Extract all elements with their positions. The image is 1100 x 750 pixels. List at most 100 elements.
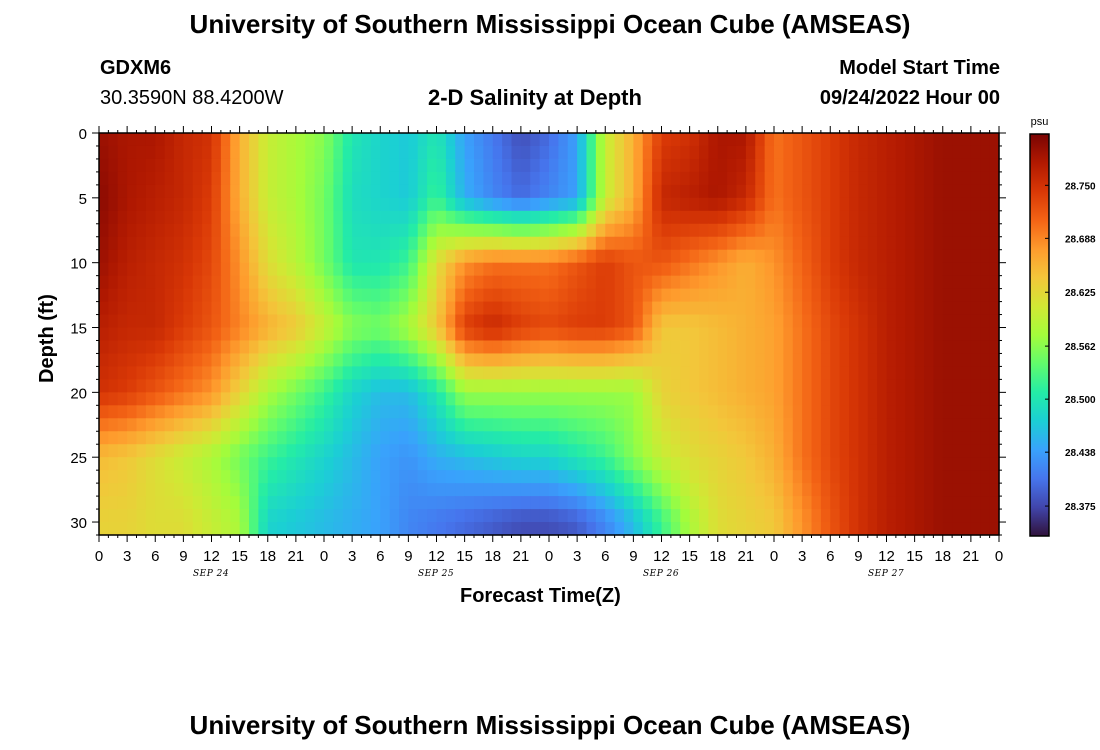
heatmap-cell bbox=[802, 353, 813, 368]
heatmap-cell bbox=[127, 249, 138, 264]
heatmap-cell bbox=[361, 184, 372, 199]
heatmap-cell bbox=[802, 249, 813, 264]
heatmap-cell bbox=[342, 145, 353, 160]
heatmap-cell bbox=[699, 418, 709, 432]
heatmap-cell bbox=[492, 249, 503, 264]
heatmap-cell bbox=[849, 275, 859, 290]
colorbar-tick-label: 28.625 bbox=[1065, 288, 1096, 299]
heatmap-cell bbox=[99, 522, 109, 536]
heatmap-cell bbox=[708, 366, 719, 380]
heatmap-cell bbox=[727, 353, 738, 368]
heatmap-cell bbox=[117, 210, 128, 225]
heatmap-cell bbox=[605, 444, 616, 458]
heatmap-cell bbox=[567, 288, 578, 303]
heatmap-cell bbox=[136, 210, 147, 225]
heatmap-cell bbox=[905, 171, 916, 186]
heatmap-cell bbox=[558, 262, 569, 277]
heatmap-cell bbox=[727, 145, 738, 160]
heatmap-cell bbox=[502, 314, 513, 329]
heatmap-cell bbox=[99, 470, 109, 484]
heatmap-cell bbox=[961, 392, 972, 406]
heatmap-cell bbox=[886, 405, 897, 419]
heatmap-cell bbox=[145, 431, 156, 445]
heatmap-cell bbox=[305, 249, 316, 264]
heatmap-cell bbox=[811, 405, 822, 419]
heatmap-cell bbox=[755, 236, 766, 251]
heatmap-cell bbox=[183, 184, 194, 199]
heatmap-cell bbox=[164, 236, 175, 251]
heatmap-cell bbox=[324, 405, 334, 419]
heatmap-cell bbox=[192, 366, 203, 380]
heatmap-cell bbox=[202, 171, 213, 186]
heatmap-cell bbox=[267, 262, 278, 277]
heatmap-cell bbox=[502, 223, 513, 238]
heatmap-cell bbox=[108, 314, 119, 329]
heatmap-cell bbox=[183, 405, 194, 419]
heatmap-cell bbox=[436, 431, 447, 445]
heatmap-cell bbox=[689, 522, 700, 536]
heatmap-cell bbox=[99, 288, 109, 303]
heatmap-cell bbox=[436, 483, 447, 497]
heatmap-cell bbox=[642, 210, 653, 225]
heatmap-cell bbox=[286, 392, 297, 406]
heatmap-cell bbox=[989, 223, 1000, 238]
heatmap-cell bbox=[483, 444, 494, 458]
heatmap-cell bbox=[783, 275, 794, 290]
heatmap-cell bbox=[427, 509, 438, 523]
heatmap-cell bbox=[474, 496, 484, 510]
heatmap-cell bbox=[539, 158, 550, 173]
heatmap-cell bbox=[155, 210, 166, 225]
heatmap-cell bbox=[614, 314, 625, 329]
heatmap-cell bbox=[530, 171, 541, 186]
heatmap-cell bbox=[895, 509, 906, 523]
heatmap-cell bbox=[436, 392, 447, 406]
heatmap-cell bbox=[492, 457, 503, 471]
heatmap-cell bbox=[605, 236, 616, 251]
heatmap-cell bbox=[633, 275, 644, 290]
heatmap-cell bbox=[895, 158, 906, 173]
heatmap-cell bbox=[361, 197, 372, 212]
heatmap-cell bbox=[717, 171, 728, 186]
heatmap-cell bbox=[192, 405, 203, 419]
heatmap-cell bbox=[286, 418, 297, 432]
heatmap-cell bbox=[811, 223, 822, 238]
heatmap-cell bbox=[380, 262, 391, 277]
heatmap-cell bbox=[624, 379, 634, 393]
heatmap-cell bbox=[464, 509, 475, 523]
heatmap-cell bbox=[755, 353, 766, 368]
heatmap-cell bbox=[670, 470, 681, 484]
heatmap-cell bbox=[333, 249, 344, 264]
heatmap-cell bbox=[708, 288, 719, 303]
heatmap-cell bbox=[145, 327, 156, 342]
heatmap-cell bbox=[474, 158, 484, 173]
colorbar bbox=[1029, 133, 1050, 537]
heatmap-cell bbox=[755, 509, 766, 523]
heatmap-cell bbox=[970, 444, 981, 458]
heatmap-cell bbox=[492, 314, 503, 329]
heatmap-cell bbox=[286, 288, 297, 303]
heatmap-cell bbox=[155, 483, 166, 497]
heatmap-cell bbox=[361, 405, 372, 419]
heatmap-cell bbox=[136, 223, 147, 238]
heatmap-cell bbox=[614, 133, 625, 147]
heatmap-cell bbox=[989, 184, 1000, 199]
heatmap-cell bbox=[127, 353, 138, 368]
heatmap-cell bbox=[145, 158, 156, 173]
heatmap-cell bbox=[520, 133, 531, 147]
heatmap-cell bbox=[858, 133, 869, 147]
heatmap-cell bbox=[108, 288, 119, 303]
heatmap-cell bbox=[595, 262, 606, 277]
heatmap-cell bbox=[483, 496, 494, 510]
heatmap-cell bbox=[539, 197, 550, 212]
heatmap-cell bbox=[539, 509, 550, 523]
heatmap-cell bbox=[914, 418, 925, 432]
heatmap-cell bbox=[539, 288, 550, 303]
heatmap-cell bbox=[914, 457, 925, 471]
heatmap-cell bbox=[867, 405, 878, 419]
heatmap-cell bbox=[849, 301, 859, 316]
heatmap-cell bbox=[239, 223, 250, 238]
heatmap-cell bbox=[502, 133, 513, 147]
heatmap-cell bbox=[811, 379, 822, 393]
heatmap-cell bbox=[745, 158, 756, 173]
heatmap-cell bbox=[895, 171, 906, 186]
